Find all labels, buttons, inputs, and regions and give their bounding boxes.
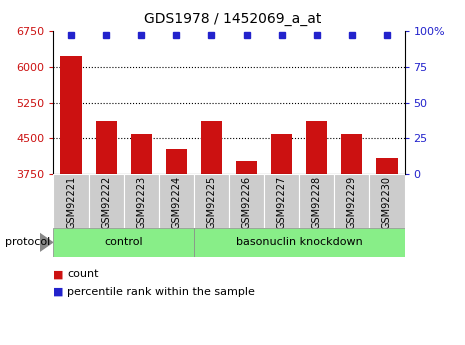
Text: GSM92221: GSM92221 xyxy=(66,176,76,229)
Bar xyxy=(334,174,370,228)
Text: percentile rank within the sample: percentile rank within the sample xyxy=(67,287,255,296)
Text: GSM92226: GSM92226 xyxy=(241,176,252,229)
Text: GDS1978 / 1452069_a_at: GDS1978 / 1452069_a_at xyxy=(144,12,321,26)
Bar xyxy=(194,174,229,228)
Text: control: control xyxy=(104,237,143,247)
Text: protocol: protocol xyxy=(5,237,50,247)
Bar xyxy=(341,134,362,345)
Text: GSM92223: GSM92223 xyxy=(136,176,146,229)
Bar xyxy=(236,161,257,345)
Text: GSM92222: GSM92222 xyxy=(101,176,111,229)
Text: ■: ■ xyxy=(53,287,64,296)
Bar xyxy=(306,121,327,345)
Text: ■: ■ xyxy=(53,269,64,279)
Text: GSM92230: GSM92230 xyxy=(382,176,392,229)
Bar xyxy=(131,134,152,345)
Bar xyxy=(60,56,81,345)
Text: basonuclin knockdown: basonuclin knockdown xyxy=(236,237,363,247)
Bar xyxy=(229,174,264,228)
Bar xyxy=(96,121,117,345)
Text: GSM92229: GSM92229 xyxy=(347,176,357,229)
Bar xyxy=(53,174,88,228)
Polygon shape xyxy=(40,233,53,252)
Bar xyxy=(53,228,194,257)
Text: GSM92224: GSM92224 xyxy=(171,176,181,229)
Bar xyxy=(377,158,398,345)
Bar xyxy=(124,174,159,228)
Bar xyxy=(194,228,405,257)
Bar xyxy=(201,121,222,345)
Text: GSM92227: GSM92227 xyxy=(277,176,287,229)
Bar xyxy=(299,174,334,228)
Bar xyxy=(166,149,187,345)
Bar xyxy=(88,174,124,228)
Bar xyxy=(271,134,292,345)
Text: GSM92228: GSM92228 xyxy=(312,176,322,229)
Bar xyxy=(159,174,194,228)
Text: count: count xyxy=(67,269,99,279)
Text: GSM92225: GSM92225 xyxy=(206,176,217,229)
Bar xyxy=(264,174,299,228)
Bar xyxy=(369,174,405,228)
